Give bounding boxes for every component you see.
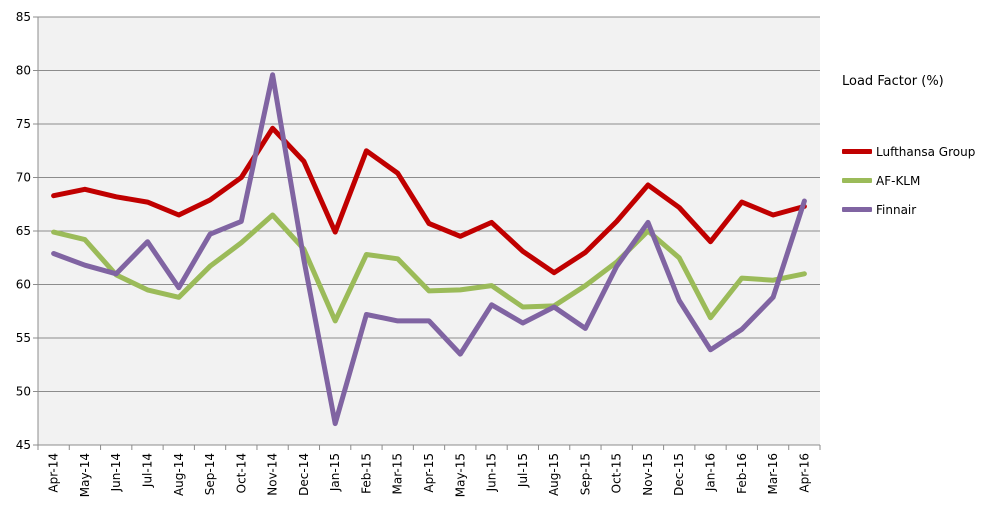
y-tick-label: 70 [16, 171, 31, 185]
series-line-lufthansa-group [51, 125, 807, 276]
x-tick-label: Oct-15 [610, 453, 624, 493]
legend-label-finnair: Finnair [876, 202, 917, 217]
x-tick-label: Jan-16 [704, 453, 718, 492]
legend-label-lufthansa: Lufthansa Group [876, 144, 976, 159]
y-tick-label: 50 [16, 385, 31, 399]
x-tick-label: Sep-14 [203, 453, 217, 495]
series-line-finnair [51, 72, 807, 427]
y-tick-label: 85 [16, 10, 31, 24]
x-tick-label: Jul-15 [516, 453, 530, 488]
x-tick-label: Jun-15 [485, 453, 499, 492]
x-tick-label: Jun-14 [109, 453, 123, 492]
y-tick-label: 60 [16, 278, 31, 292]
y-tick-label: 45 [16, 438, 31, 452]
x-tick-label: Mar-15 [391, 453, 405, 494]
x-tick-label: Feb-16 [735, 453, 749, 494]
x-tick-label: Nov-14 [266, 453, 280, 496]
x-tick-label: Aug-15 [547, 453, 561, 496]
x-tick-label: May-14 [78, 453, 92, 497]
x-axis-ticks: Apr-14 May-14 Jun-14 Jul-14 Aug-14 Sep-14 Oct-… [37, 445, 821, 497]
x-tick-label: Nov-15 [641, 453, 655, 496]
x-tick-label: Sep-15 [578, 453, 592, 495]
gridlines [38, 16, 820, 392]
legend-label-af-klm: AF-KLM [876, 173, 921, 188]
x-tick-label: Jul-14 [140, 453, 154, 488]
legend-title: Load Factor (%) [842, 74, 944, 89]
legend-swatch-lufthansa [842, 149, 872, 154]
series-lines [51, 72, 807, 427]
y-tick-label: 65 [16, 224, 31, 238]
x-tick-label: Apr-15 [422, 453, 436, 493]
y-axis-ticks: 45 50 55 60 65 70 75 80 85 [16, 10, 38, 452]
x-tick-label: Dec-14 [297, 453, 311, 496]
legend: Load Factor (%) Lufthansa Group AF-KLM F… [842, 74, 1000, 224]
legend-swatch-finnair [842, 207, 872, 212]
legend-item-lufthansa: Lufthansa Group [842, 137, 1000, 166]
x-tick-label: Apr-16 [797, 453, 811, 493]
y-tick-label: 80 [16, 64, 31, 78]
x-tick-label: Jan-15 [328, 453, 342, 492]
legend-swatch-af-klm [842, 178, 872, 183]
y-tick-label: 55 [16, 331, 31, 345]
x-tick-label: Dec-15 [672, 453, 686, 496]
series-line-af-klm [51, 212, 807, 324]
legend-item-finnair: Finnair [842, 195, 1000, 224]
x-tick-label: Mar-16 [766, 453, 780, 494]
x-tick-label: Aug-14 [172, 453, 186, 496]
x-tick-label: May-15 [453, 453, 467, 497]
x-tick-label: Feb-15 [359, 453, 373, 494]
y-tick-label: 75 [16, 117, 31, 131]
x-tick-label: Oct-14 [234, 453, 248, 493]
x-tick-label: Apr-14 [47, 453, 61, 493]
legend-item-af-klm: AF-KLM [842, 166, 1000, 195]
